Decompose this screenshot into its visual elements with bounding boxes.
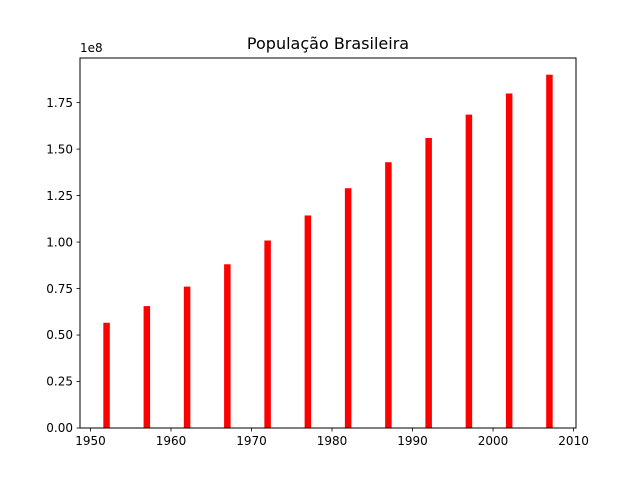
- bar-1977: [304, 215, 312, 428]
- bar-1962: [183, 286, 191, 428]
- x-tick-label: 1960: [156, 434, 187, 448]
- x-tick-label: 1980: [317, 434, 348, 448]
- y-tick-label: 1.00: [46, 235, 73, 249]
- bar-1987: [385, 162, 392, 429]
- x-axis: 1950 1960 1970 1980 1990 2000 2010: [75, 428, 589, 448]
- bar-1957: [143, 306, 151, 428]
- bar-2007: [546, 74, 553, 429]
- x-tick-label: 1970: [236, 434, 267, 448]
- x-tick-label: 1950: [75, 434, 106, 448]
- y-tick-label: 0.75: [46, 282, 73, 296]
- x-tick-label: 2000: [478, 434, 509, 448]
- y-scale-label: 1e8: [80, 41, 103, 55]
- y-tick-label: 1.50: [46, 142, 73, 156]
- plot-frame: [79, 57, 577, 429]
- bar-1997: [465, 114, 473, 429]
- bar-1992: [425, 137, 432, 429]
- y-axis: 0.00 0.25 0.50 0.75 1.00 1.25 1.50 1.75: [46, 96, 80, 435]
- bar-1972: [264, 240, 271, 428]
- y-tick-label: 1.25: [46, 189, 73, 203]
- y-tick-label: 0.00: [46, 421, 73, 435]
- bar-1967: [224, 264, 231, 428]
- y-tick-label: 0.50: [46, 328, 73, 342]
- bar-2002: [505, 93, 513, 429]
- bars: [103, 74, 553, 429]
- chart-title: População Brasileira: [247, 34, 409, 53]
- bar-1982: [344, 188, 352, 428]
- bar-1952: [103, 322, 110, 428]
- x-tick-label: 2010: [558, 434, 589, 448]
- y-tick-label: 1.75: [46, 96, 73, 110]
- x-tick-label: 1990: [397, 434, 428, 448]
- y-tick-label: 0.25: [46, 375, 73, 389]
